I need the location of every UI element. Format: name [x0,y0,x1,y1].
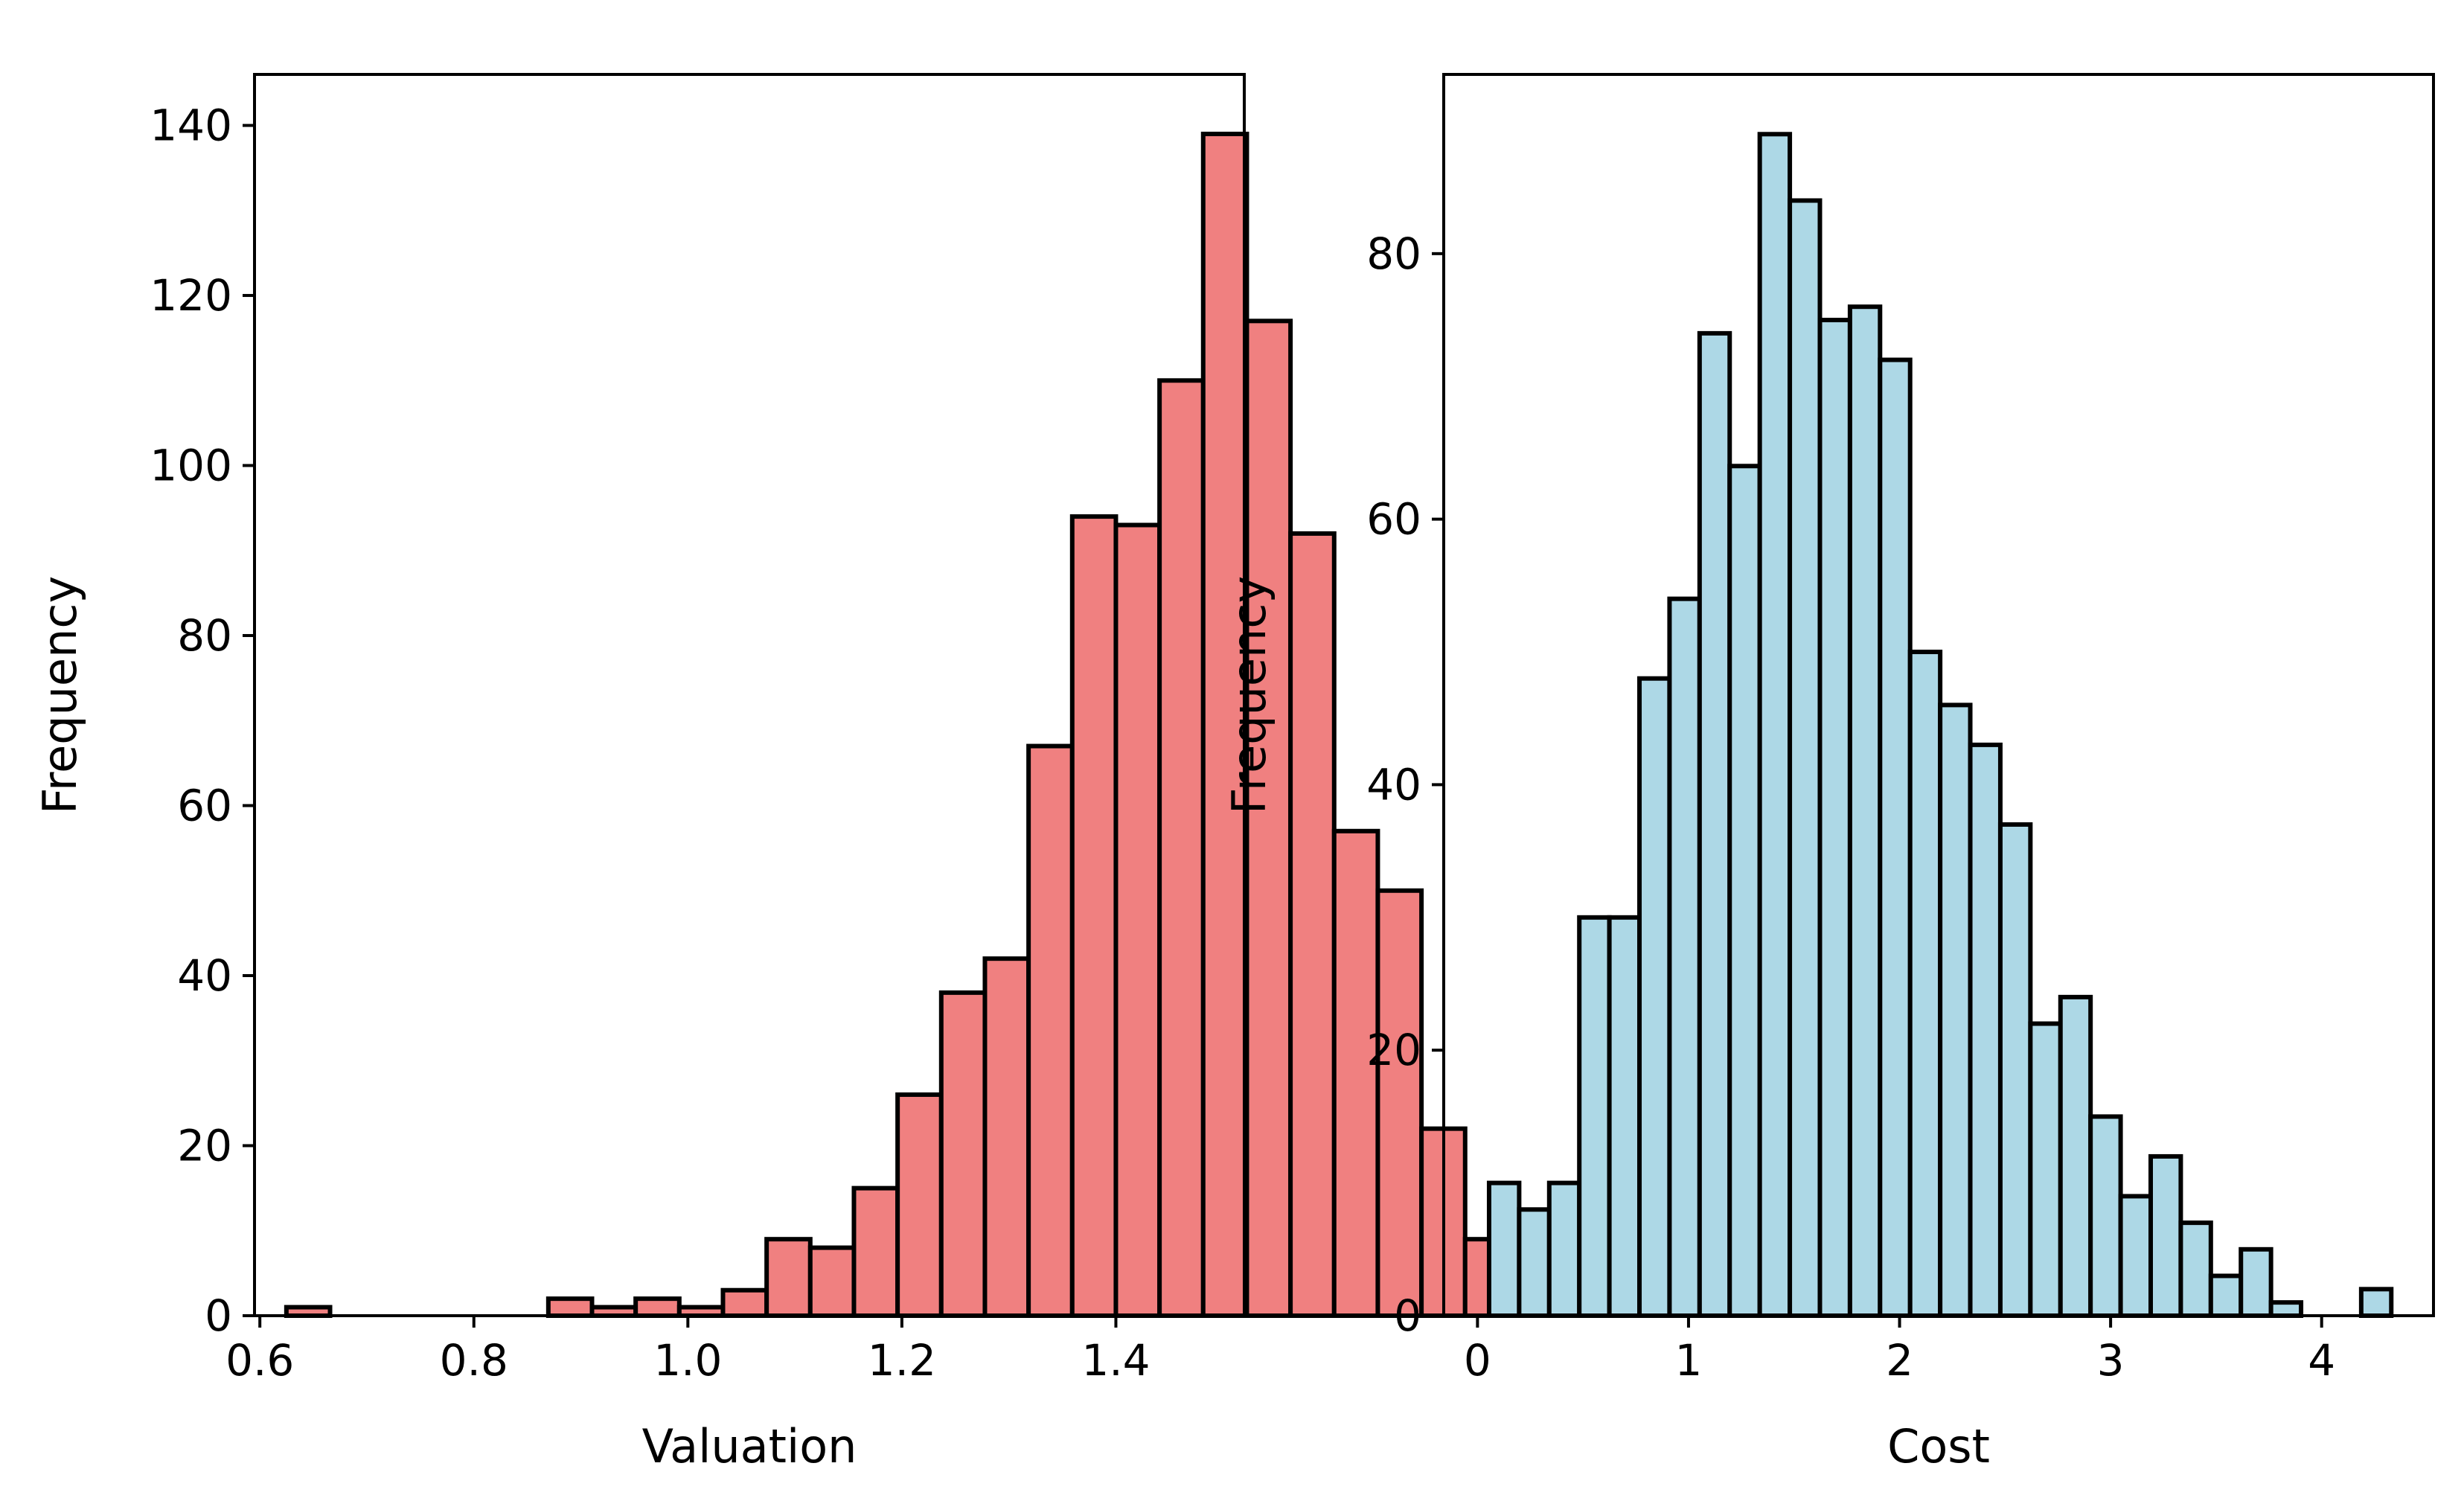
histogram-bar [2088,1114,2123,1318]
y-tick-label: 60 [1366,494,1421,545]
y-tick-label: 0 [1394,1290,1421,1341]
histogram-bar [1113,522,1162,1318]
histogram-bar [1997,822,2033,1318]
histogram-bar [2058,994,2093,1318]
y-tick-label: 20 [1366,1025,1421,1075]
histogram-bar [2118,1194,2154,1318]
y-tick-label: 120 [150,270,232,321]
histogram-bar [1938,703,1973,1318]
histogram-bar [2358,1287,2394,1318]
histogram-bar [1486,1180,1522,1318]
x-tick-label: 0.8 [440,1335,508,1386]
y-tick-label: 140 [150,100,232,151]
histogram-bar [1907,650,1943,1318]
histogram-bar [1244,319,1293,1318]
histogram-bar [1757,132,1793,1318]
histogram-bar [895,1092,944,1318]
histogram-bar [2178,1220,2213,1319]
y-tick-label: 40 [177,950,232,1001]
histogram-bar [1697,330,1732,1318]
x-axis-label: Valuation [642,1419,857,1473]
x-tick-label: 1.2 [868,1335,936,1386]
axes-frame [253,73,1246,1317]
x-tick-label: 1 [1675,1335,1703,1386]
histogram-bar [1878,357,1913,1319]
bars-valuation [284,131,1599,1319]
y-tick-label: 40 [1366,759,1421,810]
histogram-bar [1817,318,1852,1318]
histogram-bar [938,990,988,1319]
x-tick-label: 3 [2097,1335,2125,1386]
histogram-bar [1157,378,1206,1318]
histogram-bar [1069,514,1119,1319]
bars-cost [1486,132,2394,1319]
histogram-bar [764,1237,813,1319]
histogram-bar [1026,743,1075,1318]
y-tick-label: 80 [1366,228,1421,279]
y-axis-label: Frequency [1222,576,1276,814]
histogram-bar [720,1287,769,1319]
histogram-bar [633,1296,682,1318]
y-tick-label: 20 [177,1121,232,1171]
histogram-bar [1375,888,1424,1318]
histogram-bar [1200,131,1249,1318]
y-tick-label: 80 [177,610,232,661]
axes-frame [1442,73,2435,1317]
x-tick-label: 1.0 [653,1335,722,1386]
histogram-bar [807,1245,857,1319]
y-tick-label: 100 [150,441,232,491]
histogram-bar [1637,676,1672,1318]
x-tick-label: 0.6 [225,1335,294,1386]
histogram-bar [545,1296,595,1318]
histogram-bar [1288,531,1337,1318]
histogram-bar [851,1185,900,1318]
y-tick-label: 0 [205,1290,232,1341]
histogram-bar [1577,915,1612,1319]
y-axis-label: Frequency [33,576,87,814]
histogram-bar [1667,596,1702,1318]
histogram-bar [2148,1153,2183,1319]
histogram-bar [2239,1246,2273,1318]
histogram-bar [1546,1180,1582,1318]
histogram-bar [1727,464,1762,1319]
x-tick-label: 0 [1464,1335,1491,1386]
histogram-bar [1517,1207,1552,1319]
histogram-bar [2208,1273,2244,1319]
histogram-bar [982,956,1031,1319]
histogram-bar [2268,1300,2304,1318]
x-tick-label: 2 [1886,1335,1913,1386]
x-tick-label: 1.4 [1081,1335,1150,1386]
y-tick-label: 60 [177,781,232,831]
histogram-bar [1968,742,2003,1318]
x-tick-label: 4 [2308,1335,2335,1386]
x-axis-label: Cost [1887,1419,1990,1473]
panel-valuation: 0.6 0.8 1.0 1.2 1.4 0 20 40 60 80 100 120 140 Valuati… [33,73,1599,1473]
histogram-bar [1607,915,1642,1319]
histogram-bar [2028,1021,2063,1318]
histogram-bar [1788,198,1823,1318]
histogram-bar [1847,304,1883,1318]
